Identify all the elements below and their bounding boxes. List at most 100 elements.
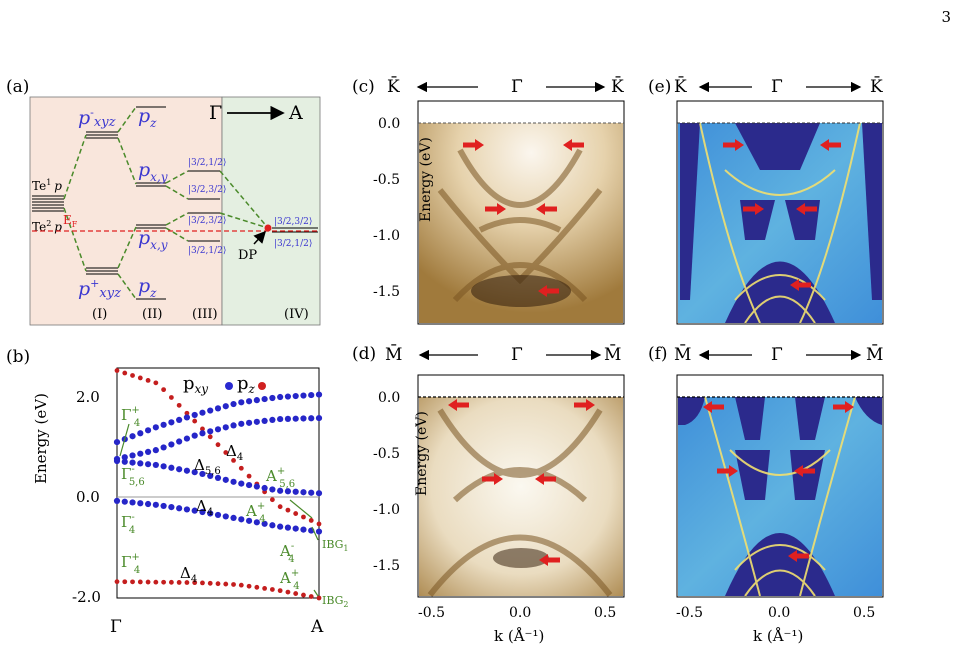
- panel-e-bands: [699, 122, 861, 324]
- band-point: [261, 484, 268, 492]
- band-point: [223, 581, 229, 587]
- band-point: [300, 526, 307, 533]
- panel-f-bands: [704, 396, 856, 597]
- band-point: [315, 528, 323, 535]
- band-point: [214, 511, 222, 519]
- svg-text:A+4: A+ 4: [279, 568, 300, 592]
- band-point: [183, 435, 191, 442]
- band-structure: [113, 368, 323, 601]
- band-point: [308, 415, 315, 422]
- stage-labels: (I) (II) (III) (IV): [92, 307, 309, 322]
- panel-b-label: (b): [6, 347, 30, 367]
- band-point: [176, 580, 182, 585]
- band-point: [231, 582, 236, 587]
- band-point: [168, 441, 175, 448]
- band-point: [245, 517, 253, 524]
- panel-e-kright: K̄: [870, 75, 883, 97]
- red-arrow: [743, 203, 764, 215]
- red-arrow: [820, 139, 841, 151]
- band-point: [137, 579, 143, 585]
- band-point: [114, 579, 120, 585]
- band-point: [152, 501, 159, 508]
- panel-b-ylabel: Energy (eV): [32, 393, 50, 484]
- panel-b-frame: [116, 367, 320, 599]
- pz-top-label: pz: [138, 105, 157, 130]
- band-point: [192, 580, 198, 586]
- band-point: [129, 433, 136, 440]
- ibg-labels: IBG1 IBG2: [322, 538, 349, 609]
- band-point: [129, 499, 136, 506]
- band-point: [301, 514, 306, 520]
- svg-text:A+5,6: A+ 5,6: [265, 466, 295, 490]
- svg-text:0.0: 0.0: [76, 488, 100, 506]
- band-point: [292, 525, 299, 532]
- band-point: [292, 488, 299, 495]
- band-point: [114, 368, 120, 373]
- panel-a: (a) Γ A Te1 p Te2 p: [6, 77, 321, 326]
- band-point: [137, 500, 144, 507]
- band-point: [200, 580, 205, 586]
- band-point: [269, 587, 275, 592]
- band-point: [222, 476, 229, 483]
- band-label-arrows: [119, 423, 319, 597]
- panel-f-kcenter: Γ̄: [771, 345, 783, 365]
- band-point: [315, 391, 323, 398]
- band-point: [160, 463, 167, 470]
- band-point: [238, 465, 244, 471]
- band-point: [144, 461, 152, 468]
- band-point: [261, 417, 268, 424]
- band-point: [183, 467, 191, 474]
- band-point: [176, 505, 183, 512]
- panel-d: (d) M̄ Γ̄ M̄ Energy (eV) 0.0 -0.5 -1.0 -…: [352, 343, 625, 645]
- panel-d-kright: M̄: [604, 343, 621, 365]
- svg-text:A+4: A+ 4: [245, 501, 266, 525]
- band-point: [183, 414, 191, 421]
- svg-text:(I): (I): [92, 307, 107, 322]
- band-point: [161, 387, 167, 393]
- panel-d-kleft: M̄: [385, 343, 402, 365]
- band-point: [230, 422, 237, 429]
- band-point: [176, 416, 183, 423]
- band-point: [238, 420, 245, 427]
- xtick-gamma: Γ: [110, 617, 122, 637]
- panel-b: (b) Energy (eV) 2.0 0.0 -2.0 Γ A pxy pz …: [6, 347, 349, 637]
- panel-d-kcenter: Γ̄: [511, 345, 523, 365]
- svg-text:-0.5: -0.5: [676, 605, 703, 621]
- band-point: [269, 416, 276, 423]
- svg-text:0.5: 0.5: [594, 605, 616, 621]
- band-point: [160, 444, 167, 451]
- band-point: [191, 432, 198, 439]
- stage2-levels: [136, 106, 166, 300]
- panel-d-bands: [427, 408, 613, 597]
- svg-text:2.0: 2.0: [76, 388, 100, 406]
- band-point: [300, 415, 307, 422]
- svg-text:Δ4: Δ4: [196, 497, 213, 518]
- band-point: [261, 395, 268, 403]
- panel-c-ylabel: Energy (eV): [418, 137, 434, 222]
- band-point: [253, 418, 260, 425]
- band-point: [277, 504, 283, 510]
- gamma-label: Γ: [209, 102, 222, 124]
- band-point: [191, 469, 198, 476]
- band-point: [284, 524, 292, 531]
- band-point: [308, 518, 314, 523]
- band-point: [253, 483, 260, 490]
- band-point: [152, 447, 159, 454]
- band-point: [161, 579, 167, 585]
- red-arrow: [833, 401, 854, 413]
- band-point: [144, 448, 152, 456]
- red-arrow: [717, 465, 738, 477]
- svg-text:0.0: 0.0: [509, 605, 531, 621]
- band-point: [199, 470, 206, 478]
- svg-text:-1.5: -1.5: [373, 558, 400, 574]
- band-point: [184, 580, 190, 585]
- band-point: [238, 399, 245, 406]
- band-point: [199, 409, 206, 416]
- panel-c-kcenter: Γ̄: [511, 77, 523, 97]
- band-point: [285, 507, 291, 513]
- svg-text:Δ5,6: Δ5,6: [194, 456, 221, 477]
- band-point: [316, 521, 322, 527]
- svg-text:0.5: 0.5: [853, 605, 875, 621]
- band-point: [222, 513, 229, 520]
- panel-a-label: (a): [6, 77, 29, 97]
